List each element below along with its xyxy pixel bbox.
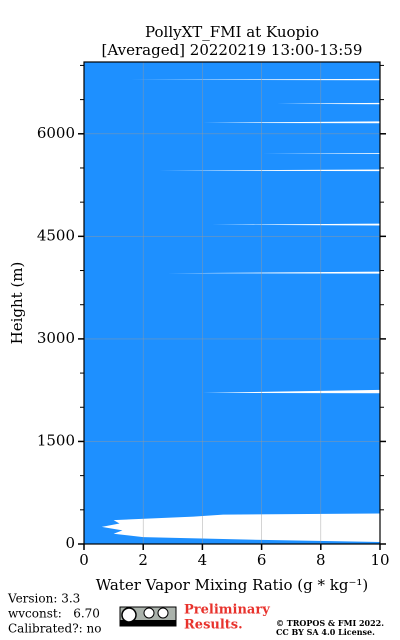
chart-title: PollyXT_FMI at Kuopio xyxy=(145,23,319,41)
x-tick-label: 2 xyxy=(138,551,148,569)
x-tick-label: 6 xyxy=(257,551,267,569)
cc-logo xyxy=(119,606,177,627)
y-tick-label: 1500 xyxy=(37,431,75,449)
x-tick-label: 0 xyxy=(79,551,89,569)
y-tick-label: 4500 xyxy=(37,226,75,244)
y-tick-label: 3000 xyxy=(37,329,75,347)
x-axis-label: Water Vapor Mixing Ratio (g * kg⁻¹) xyxy=(96,576,368,594)
wv-profile xyxy=(84,62,380,544)
version: Version: 3.3 xyxy=(7,592,80,606)
x-tick-label: 10 xyxy=(370,551,389,569)
plot-frame xyxy=(83,61,381,545)
wvconst: wvconst: 6.70 xyxy=(8,607,100,621)
calibrated: Calibrated?: no xyxy=(8,622,101,636)
x-tick-label: 4 xyxy=(198,551,208,569)
y-axis-label: Height (m) xyxy=(8,262,26,345)
copyright: © TROPOS & FMI 2022. xyxy=(276,618,384,628)
y-tick-label: 0 xyxy=(65,534,75,552)
license: CC BY SA 4.0 License. xyxy=(276,627,375,637)
chart-subtitle: [Averaged] 20220219 13:00-13:59 xyxy=(102,41,363,59)
plot-area xyxy=(84,62,380,544)
x-tick-label: 8 xyxy=(316,551,326,569)
y-tick-label: 6000 xyxy=(37,124,75,142)
results: Results. xyxy=(184,618,243,633)
preliminary: Preliminary xyxy=(184,603,270,618)
